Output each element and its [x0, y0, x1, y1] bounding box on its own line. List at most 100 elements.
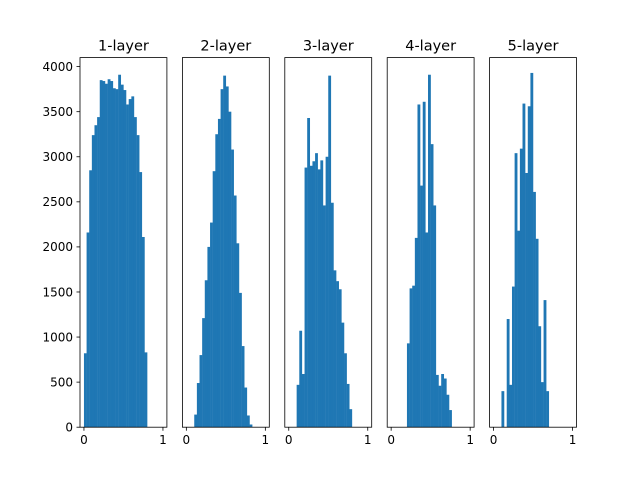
y-tick-label: 3500	[42, 105, 73, 119]
histogram-bar	[204, 280, 208, 428]
y-tick-label: 1500	[42, 285, 73, 299]
histogram-bar	[91, 135, 95, 428]
histogram-bar	[123, 90, 127, 428]
histogram-bar	[102, 81, 106, 428]
histogram-bar	[349, 409, 353, 428]
histogram-bar	[86, 232, 90, 428]
histogram-bar	[330, 202, 334, 428]
subplot-4: 4-layer 0 1	[386, 39, 475, 447]
axes-frame	[79, 57, 168, 428]
histogram-bar	[322, 205, 326, 428]
histogram-bar	[94, 125, 98, 428]
histogram-bar	[83, 353, 87, 428]
axes-frame	[489, 57, 577, 428]
histogram-bar	[501, 391, 505, 428]
x-tick-label: 1	[159, 433, 167, 447]
y-tick-label: 3000	[42, 150, 73, 164]
histogram-bar	[120, 84, 124, 428]
histogram-bar	[246, 415, 250, 428]
histogram-bar	[309, 165, 313, 428]
histogram-bar	[217, 118, 221, 428]
subplot-title: 3-layer	[303, 39, 354, 55]
histogram-bar	[194, 414, 198, 428]
histogram-bar	[212, 171, 216, 428]
y-tick-label: 2500	[42, 195, 73, 209]
histogram-bar	[299, 330, 303, 428]
histogram-bar	[409, 288, 413, 428]
histogram-bar	[446, 394, 450, 428]
histogram-bar	[543, 300, 547, 428]
histogram-bar	[533, 191, 536, 428]
histogram-bar	[420, 185, 423, 428]
histogram-bar	[131, 96, 135, 428]
histogram-bar	[514, 153, 518, 428]
x-tick-label: 1	[364, 433, 372, 447]
x-tick-label: 0	[80, 433, 88, 447]
histogram-bar	[207, 246, 211, 428]
histogram-bar	[414, 237, 418, 428]
histogram-bar	[546, 391, 550, 428]
histogram-bar	[522, 103, 526, 428]
histogram-bar	[346, 383, 350, 428]
histogram-bar	[438, 385, 442, 428]
histogram-bar	[228, 111, 232, 428]
histogram-bar	[105, 83, 108, 428]
histogram-bar	[139, 172, 143, 428]
histogram-bar	[449, 410, 452, 428]
histogram-bar	[239, 292, 242, 428]
histogram-bar	[304, 167, 308, 428]
histogram-bar	[441, 374, 445, 428]
histogram-bar	[317, 169, 321, 428]
histogram-bar	[312, 161, 316, 428]
histogram-bar	[412, 285, 416, 428]
subplot-2: 2-layer 0 1	[181, 39, 270, 447]
histogram-bar	[344, 353, 347, 428]
histogram-bar	[341, 322, 345, 428]
axes-frame	[386, 57, 475, 428]
histogram-bar	[425, 232, 429, 428]
histogram-bar	[241, 346, 245, 428]
subplot-5: 5-layer 0 1	[489, 39, 577, 447]
histogram-bar	[236, 243, 240, 428]
x-tick-label: 0	[285, 433, 293, 447]
x-tick-label: 0	[183, 433, 191, 447]
x-tick-label: 0	[387, 433, 395, 447]
histogram-bar	[97, 117, 100, 428]
x-tick-label: 1	[466, 433, 474, 447]
histogram-bar	[231, 149, 234, 428]
histogram-bar	[199, 355, 203, 428]
histogram-bar	[136, 135, 140, 428]
histogram-bar	[538, 326, 542, 428]
histogram-bar	[141, 236, 145, 428]
x-tick-label: 1	[569, 433, 577, 447]
histogram-bar	[118, 74, 122, 428]
histogram-bar	[110, 81, 114, 428]
histogram-bar	[540, 382, 544, 428]
histogram-bar	[511, 286, 515, 428]
x-tick-label: 0	[490, 433, 498, 447]
histogram-bar	[525, 172, 528, 428]
histogram-bar	[443, 378, 447, 428]
histogram-bar	[336, 281, 339, 428]
y-tick-label: 0	[65, 421, 73, 435]
axes-frame	[181, 57, 270, 428]
histogram-bar	[535, 238, 539, 428]
histogram-bar	[530, 72, 534, 428]
histogram-bar	[115, 89, 119, 428]
y-tick-label: 2000	[42, 240, 73, 254]
histogram-bar	[509, 384, 513, 428]
x-tick-label: 1	[262, 433, 270, 447]
subplot-3: 3-layer 0 1	[284, 39, 373, 447]
histogram-bar	[307, 117, 311, 428]
histogram-bar	[338, 289, 342, 428]
y-tick-label: 4000	[42, 60, 73, 74]
histogram-bar	[315, 153, 318, 428]
histogram-bar	[430, 144, 434, 428]
histogram-bar	[417, 104, 421, 428]
histogram-bar	[506, 319, 510, 428]
y-tick-label: 500	[50, 375, 73, 389]
histogram-bar	[225, 86, 229, 428]
y-tick-label: 1000	[42, 330, 73, 344]
histogram-bar	[112, 88, 116, 428]
histogram-bar	[215, 134, 219, 428]
